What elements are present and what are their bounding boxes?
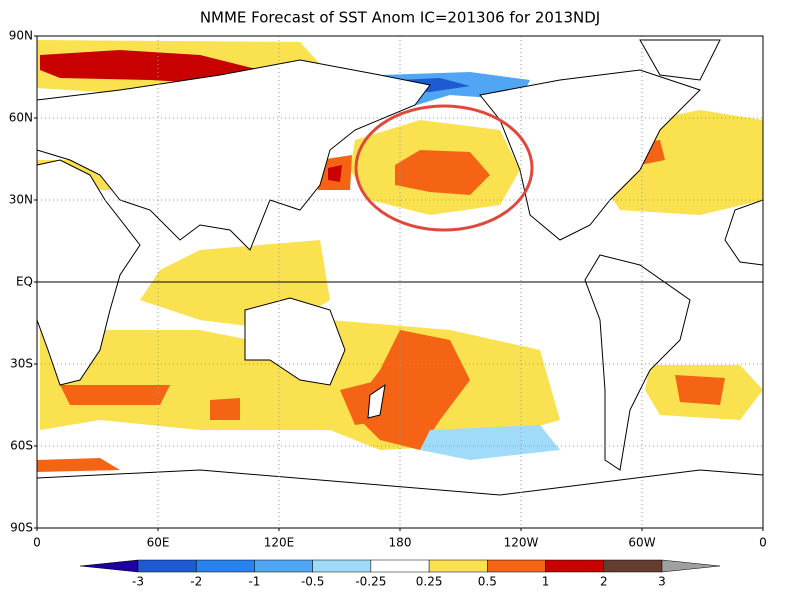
colorbar-box (195, 559, 255, 573)
africa (36, 159, 141, 386)
colorbar-label: -0.25 (355, 575, 386, 589)
eurasia (36, 59, 431, 251)
colorbar-high-arrow (661, 559, 721, 573)
grid (37, 36, 763, 528)
colorbar-label: -1 (248, 575, 260, 589)
colorbar-label: 0.25 (416, 575, 443, 589)
map-title: NMME Forecast of SST Anom IC=201306 for … (200, 9, 600, 27)
colorbar-label: -2 (190, 575, 202, 589)
lat-label: EQ (16, 275, 33, 289)
colorbar-label: -3 (132, 575, 144, 589)
colorbar-box (428, 559, 488, 573)
colorbar-label: 2 (600, 575, 608, 589)
lat-label: 30S (10, 357, 33, 371)
colorbar-box (254, 559, 313, 573)
colorbar-label: -0.5 (301, 575, 324, 589)
lat-label: 30N (9, 193, 33, 207)
map (36, 35, 764, 529)
lon-label: 60E (147, 536, 170, 550)
lat-label: 60S (10, 439, 33, 453)
colorbar-label: 3 (658, 575, 666, 589)
lon-label: 180 (389, 536, 412, 550)
colorbar-box (603, 559, 663, 573)
greenland (639, 39, 721, 81)
lat-label: 90S (10, 521, 33, 535)
new-zealand (367, 383, 386, 419)
australia (244, 297, 346, 386)
lon-label: 60W (628, 536, 655, 550)
south-america (584, 254, 691, 471)
lon-label: 120E (264, 536, 295, 550)
lon-label: 0 (33, 536, 41, 550)
colorbar-label: 1 (542, 575, 550, 589)
colorbar-box (487, 559, 546, 573)
colorbar-box (312, 559, 372, 573)
continent-outlines (36, 39, 764, 529)
highlight-circle (354, 104, 534, 232)
anomaly-fields (37, 40, 763, 472)
colorbar-box (370, 559, 430, 573)
colorbar-label: 0.5 (478, 575, 497, 589)
lon-label: 0 (759, 536, 767, 550)
colorbar-box (545, 559, 605, 573)
colorbar-box (137, 559, 197, 573)
colorbar-low-arrow (79, 559, 139, 573)
lon-label: 120W (504, 536, 539, 550)
lat-label: 90N (9, 29, 33, 43)
lat-label: 60N (9, 111, 33, 125)
